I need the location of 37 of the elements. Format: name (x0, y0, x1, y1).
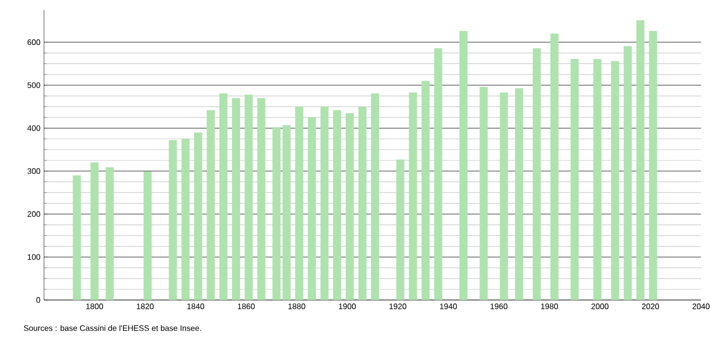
bar (515, 88, 524, 300)
bar (459, 31, 468, 300)
bar (624, 46, 632, 300)
bar (358, 106, 366, 300)
bar (144, 172, 152, 300)
bar (308, 117, 316, 300)
bar (593, 58, 602, 300)
bar (396, 160, 404, 300)
bar (206, 110, 215, 300)
bar (636, 20, 644, 300)
bar (320, 106, 329, 300)
bar (244, 94, 253, 300)
bar (194, 132, 202, 300)
bar (168, 140, 177, 300)
bar (295, 106, 304, 300)
bar (181, 138, 190, 300)
bar (232, 98, 240, 300)
bar (480, 86, 488, 300)
bar (72, 175, 81, 300)
bar (532, 48, 541, 300)
bar (257, 98, 266, 300)
bar (282, 125, 291, 300)
bar (570, 58, 579, 300)
bar (272, 127, 281, 300)
bar (219, 93, 228, 300)
bar (648, 31, 658, 300)
bar (434, 48, 442, 300)
bar (408, 92, 417, 300)
bar (106, 167, 114, 300)
bar (346, 113, 354, 300)
bar (550, 34, 558, 300)
bar (370, 93, 380, 300)
bar (422, 80, 430, 300)
bar (90, 162, 99, 300)
bar (611, 61, 620, 300)
bar (333, 110, 342, 300)
bar (500, 92, 508, 300)
